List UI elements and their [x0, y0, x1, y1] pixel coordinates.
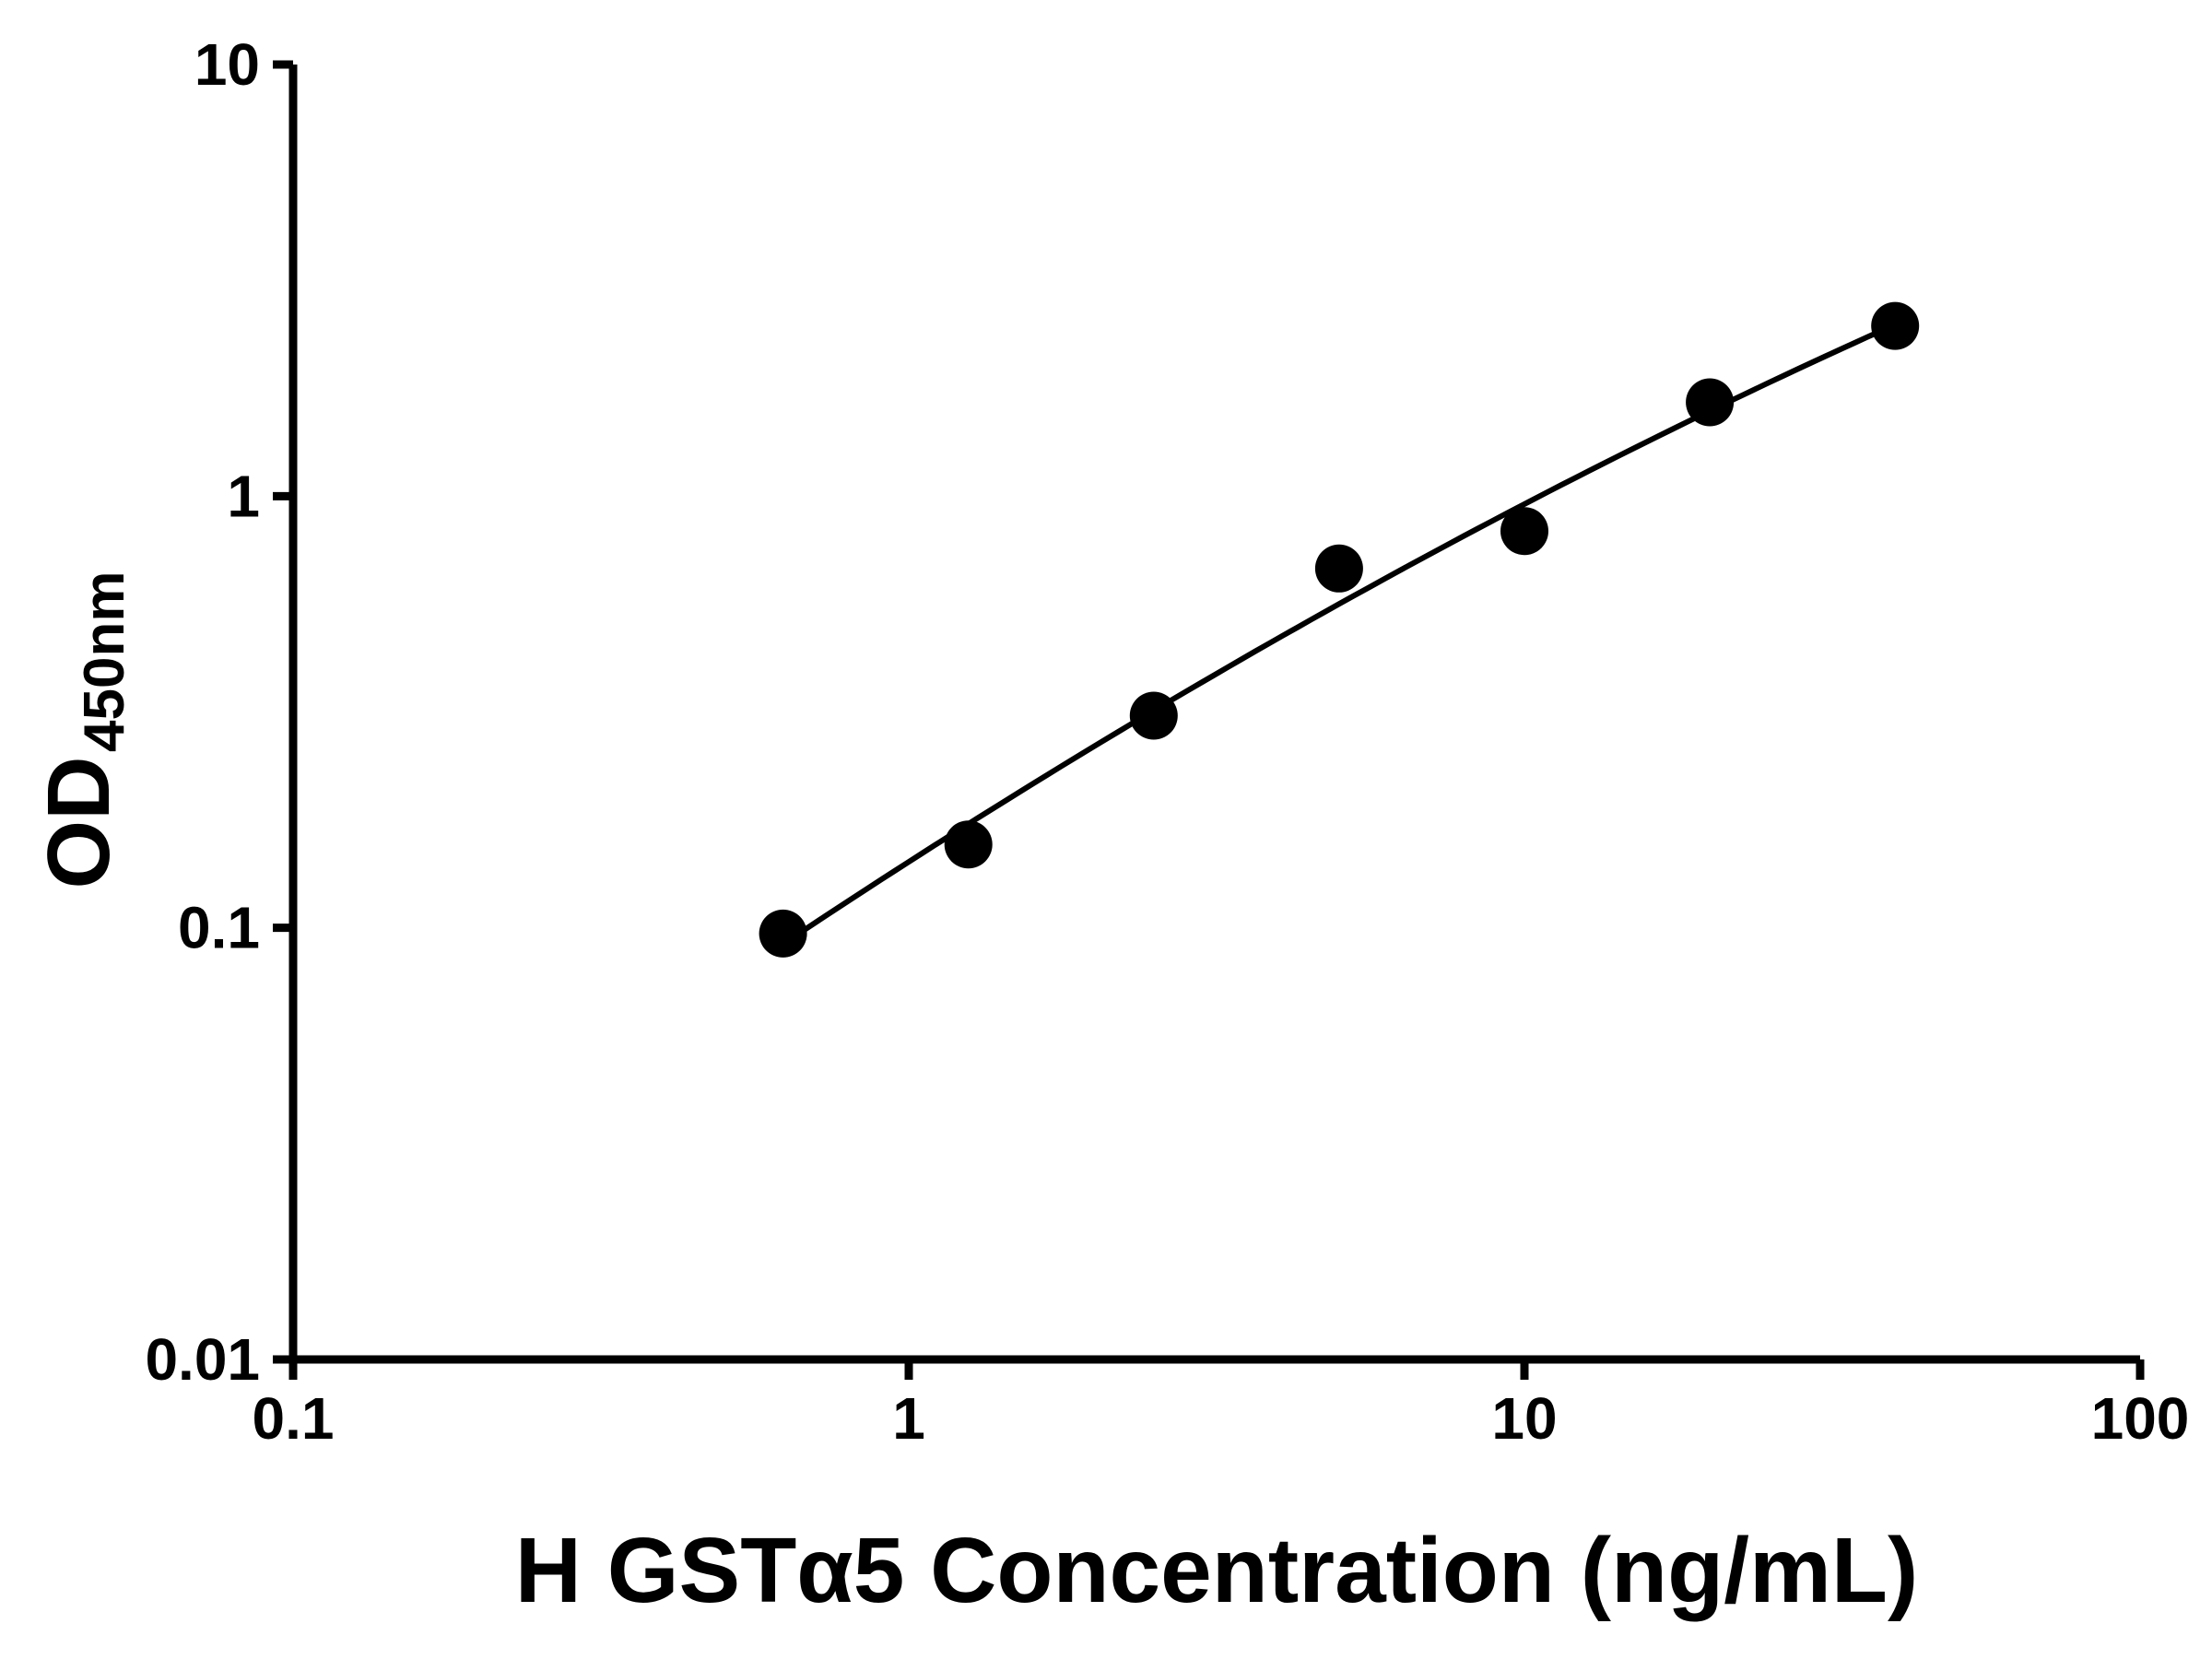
x-tick-label: 0.1 [253, 1385, 335, 1452]
y-tick-label: 0.01 [145, 1326, 260, 1393]
data-point [1129, 691, 1178, 740]
data-point [944, 820, 993, 869]
y-axis-title: OD 450nm [29, 571, 136, 889]
data-point [759, 909, 807, 958]
y-tick-label: 0.1 [178, 895, 260, 961]
axis-spines [288, 65, 2140, 1364]
data-point [1871, 301, 1920, 350]
x-tick-label: 10 [1491, 1385, 1557, 1452]
data-point [1314, 544, 1363, 593]
x-axis-title: H GSTα5 Concentration (ng/mL) [515, 1519, 1919, 1622]
y-tick-label: 10 [194, 31, 260, 98]
data-point [1500, 507, 1548, 556]
x-tick-label: 1 [892, 1385, 925, 1452]
data-point [1686, 378, 1735, 427]
y-axis-title-main: OD [29, 756, 128, 888]
data-points-layer [759, 301, 1920, 958]
y-axis-title-subscript: 450nm [73, 571, 136, 752]
x-tick-label: 100 [2091, 1385, 2190, 1452]
y-tick-label: 1 [227, 463, 260, 529]
